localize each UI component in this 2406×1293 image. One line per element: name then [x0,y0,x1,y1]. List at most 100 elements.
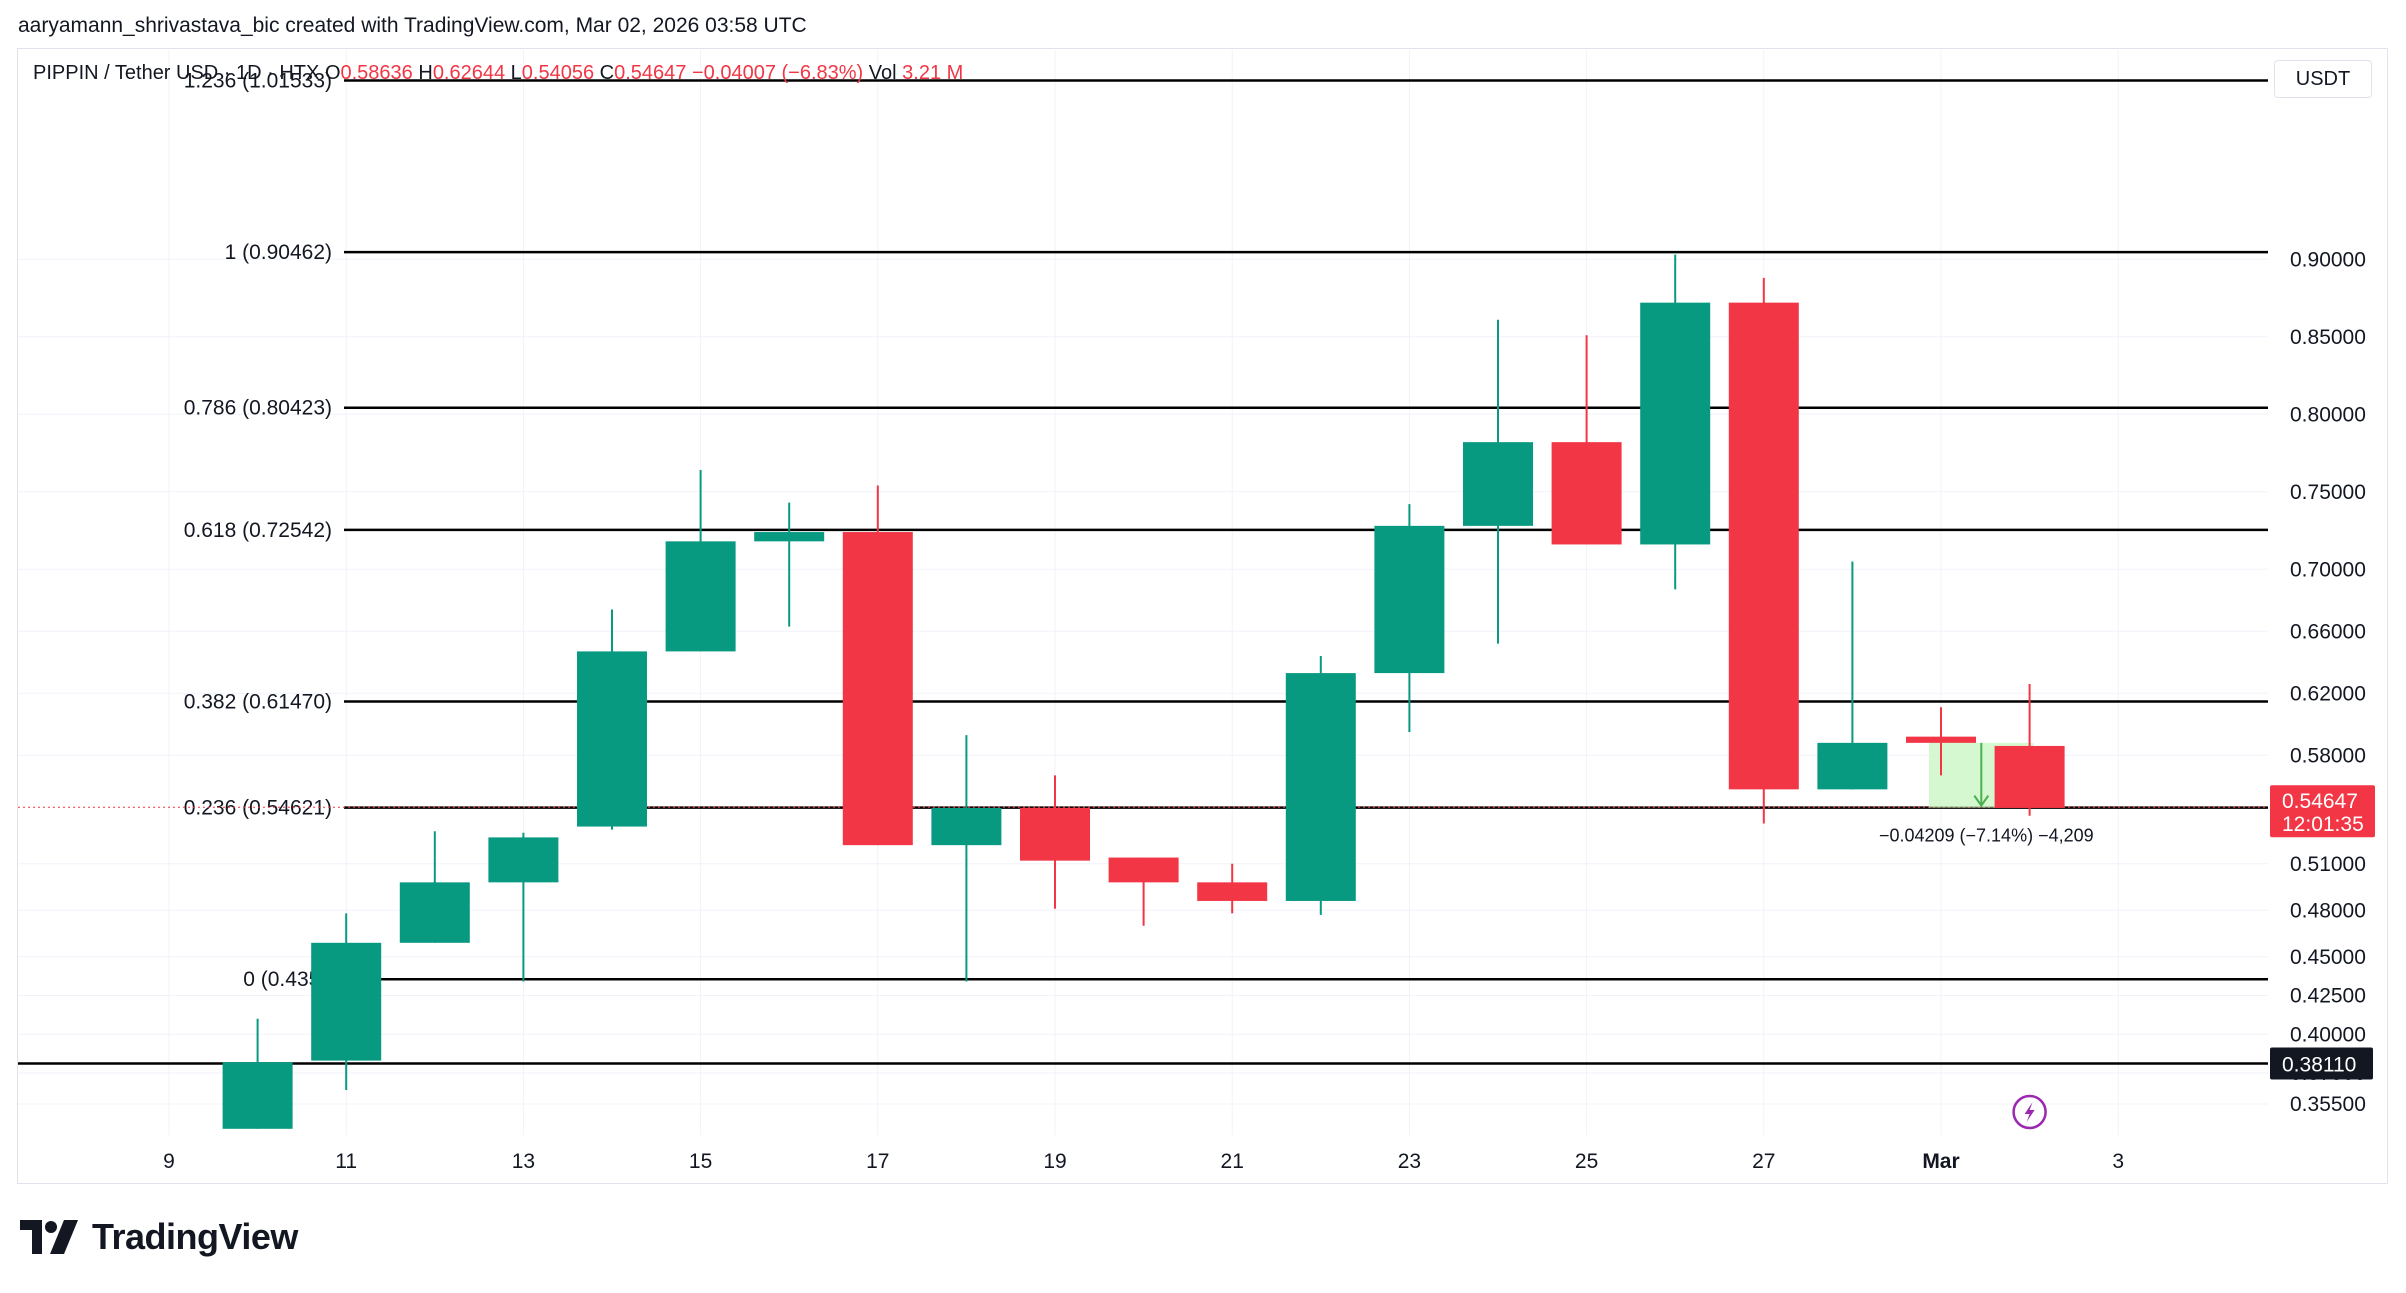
candle-body [931,807,1002,846]
candle [1197,863,1268,914]
x-tick-label: Mar [1922,1150,1959,1173]
y-tick-label: 0.90000 [2290,248,2366,271]
tradingview-logo-text: TradingView [92,1216,298,1257]
tradingview-logo[interactable]: TradingView [20,1216,298,1258]
y-tick-label: 0.58000 [2290,744,2366,767]
x-tick-label: 25 [1575,1150,1598,1173]
high-label: H [418,62,433,84]
candle [931,735,1002,982]
candle-body [1374,525,1445,674]
fib-level-label: 0 (0.4355 [243,968,332,991]
tradingview-logo-icon [20,1220,78,1254]
x-tick-label: 19 [1043,1150,1066,1173]
x-tick-label: 23 [1398,1150,1421,1173]
candle [1551,335,1622,545]
candle [399,831,470,943]
symbol-name[interactable]: PIPPIN / Tether USD · 1D · HTX [33,62,320,84]
low-label: L [510,62,522,84]
candle [222,1018,293,1129]
candles [222,254,2065,1129]
lightning-bolt [2024,1102,2035,1122]
candle [1108,857,1179,926]
candle [1906,707,1976,776]
candle [488,832,559,982]
open-value: 0.58636 [340,62,413,84]
measure-label: −0.04209 (−7.14%) −4,209 [1879,826,2094,846]
candle-body [311,942,382,1061]
attribution-text: aaryamann_shrivastava_bic created with T… [18,14,807,37]
candle-body [1285,673,1356,901]
candle-body [665,541,736,652]
fib-level-label: 0.786 (0.80423) [184,397,332,420]
y-tick-label: 0.51000 [2290,853,2366,876]
y-tick-label: 0.45000 [2290,946,2366,969]
candle [1374,504,1445,732]
x-tick-label: 15 [689,1150,712,1173]
x-tick-label: 13 [512,1150,535,1173]
volume-value: 3.21 M [902,62,964,84]
currency-button[interactable]: USDT [2274,60,2372,98]
open-label: O [324,62,341,84]
candle-body [1108,857,1179,883]
y-tick-label: 0.66000 [2290,620,2366,643]
high-value: 0.62644 [432,62,506,84]
x-tick-label: 17 [866,1150,889,1173]
support-price-value: 0.38110 [2282,1054,2356,1077]
candle-body [754,532,825,542]
y-tick-label: 0.75000 [2290,481,2366,504]
x-tick-label: 9 [163,1150,175,1173]
y-tick-label: 0.42500 [2290,985,2366,1008]
candle [1994,683,2065,816]
axes: 9 11 13 15 17 19 21 23 25 27 Mar 3 0.90000 0.85000 0.8… [163,248,2366,1173]
low-value: 0.54056 [521,62,595,84]
change-value: −0.04007 (−6.83%) [691,62,864,84]
close-value: 0.54647 [614,62,687,84]
fib-level-label: 0.382 (0.61470) [184,690,332,713]
x-tick-label: 3 [2112,1150,2124,1173]
candle-body [1994,745,2065,808]
candle-body [1551,442,1622,545]
candle-body [577,651,647,827]
x-tick-label: 21 [1221,1150,1244,1173]
candle [1285,656,1356,915]
candle-body [488,837,559,883]
symbol-legend: PIPPIN / Tether USD · 1D · HTX O0.58636 … [33,62,963,85]
candle-body [1020,807,1090,861]
candle-body [1197,882,1268,901]
candle [665,470,736,652]
candle [754,502,825,627]
candle-body [1463,442,1533,526]
candle [577,609,647,830]
fib-level-label: 0.236 (0.54621) [184,797,332,820]
measure-arrow-head [1973,795,1990,808]
x-tick-label: 11 [335,1150,357,1173]
candle-body [1728,302,1799,790]
current-price-value: 0.54647 [2282,790,2358,813]
candle-countdown: 12:01:35 [2282,813,2364,836]
candle-body [222,1062,293,1129]
chart-frame [17,48,2388,1184]
candle-body [1906,736,1976,743]
candle [1020,775,1090,909]
fib-level-label: 1 (0.90462) [225,241,332,264]
support-price-badge [2270,1047,2373,1080]
candle [1640,254,1711,590]
candle [1463,319,1533,644]
candle [1817,561,1888,790]
candle [311,913,382,1091]
volume-label: Vol [868,62,897,84]
y-tick-label: 0.70000 [2290,558,2366,581]
candle-body [399,882,470,943]
candle [1728,277,1799,824]
candle [842,485,913,846]
fib-level-label: 0.618 (0.72542) [184,519,332,542]
y-tick-label: 0.80000 [2290,403,2366,426]
candle-body [1817,742,1888,790]
y-tick-label: 0.62000 [2290,682,2366,705]
close-label: C [599,62,615,84]
candle-body [842,532,913,846]
fibonacci-levels[interactable]: 1.236 (1.01533) 1 (0.90462) 0.786 (0.80423… [18,69,2268,1065]
y-tick-label: 0.40000 [2290,1023,2366,1046]
